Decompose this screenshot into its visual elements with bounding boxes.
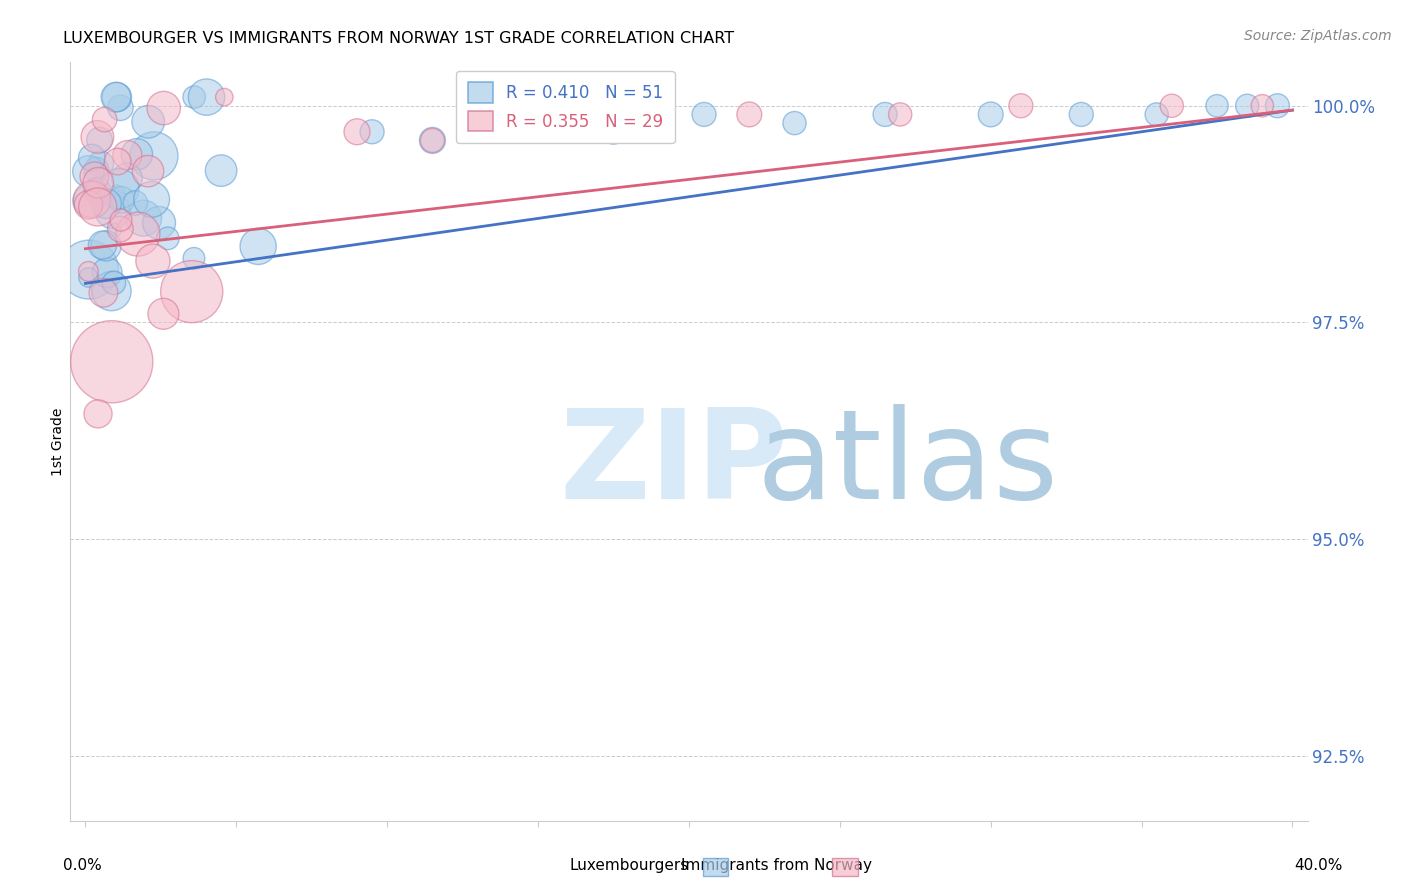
Point [1010, 99, 1032, 113]
Point [1206, 99, 1229, 113]
Text: Source: ZipAtlas.com: Source: ZipAtlas.com [1244, 29, 1392, 43]
Point [180, 285, 202, 299]
Point [142, 149, 165, 163]
Point [77, 194, 100, 208]
Point [247, 239, 270, 253]
Point [80, 193, 103, 207]
Point [1070, 107, 1092, 121]
Point [103, 276, 125, 290]
Point [91, 238, 114, 252]
Point [115, 171, 138, 186]
Point [107, 154, 129, 169]
Point [1251, 99, 1274, 113]
Point [124, 195, 146, 210]
Point [105, 186, 128, 200]
Point [87, 407, 110, 421]
Point [80, 151, 103, 165]
Point [104, 223, 127, 237]
Point [96, 266, 118, 280]
Point [422, 133, 444, 147]
Point [361, 125, 384, 139]
Point [422, 133, 444, 147]
Text: ZIP: ZIP [560, 404, 787, 524]
Point [84, 162, 107, 177]
Point [214, 90, 236, 104]
Point [96, 196, 118, 211]
Point [183, 90, 205, 104]
Point [148, 216, 170, 230]
Point [141, 192, 163, 206]
Point [89, 133, 111, 147]
Point [1267, 99, 1289, 113]
Point [738, 107, 761, 121]
Point [512, 116, 534, 130]
Point [77, 270, 100, 285]
Point [346, 125, 368, 139]
Point [125, 147, 148, 161]
Point [602, 125, 624, 139]
Text: LUXEMBOURGER VS IMMIGRANTS FROM NORWAY 1ST GRADE CORRELATION CHART: LUXEMBOURGER VS IMMIGRANTS FROM NORWAY 1… [63, 31, 734, 46]
Point [93, 285, 115, 300]
Point [142, 254, 165, 268]
Point [105, 90, 128, 104]
Point [86, 200, 108, 214]
Point [136, 114, 159, 128]
Point [86, 184, 108, 198]
Legend: R = 0.410   N = 51, R = 0.355   N = 29: R = 0.410 N = 51, R = 0.355 N = 29 [456, 70, 675, 143]
Point [117, 148, 139, 162]
Point [84, 182, 107, 196]
Point [875, 107, 897, 121]
Point [195, 90, 218, 104]
Point [183, 252, 205, 266]
Text: atlas: atlas [756, 404, 1059, 524]
Point [101, 204, 124, 219]
Point [77, 164, 100, 178]
Point [90, 157, 112, 171]
Point [152, 101, 174, 115]
Point [980, 107, 1002, 121]
Point [108, 182, 131, 196]
Text: Luxembourgers: Luxembourgers [569, 858, 689, 872]
Point [77, 264, 100, 278]
Point [152, 307, 174, 321]
Point [132, 211, 155, 226]
Point [783, 116, 806, 130]
Text: 0.0%: 0.0% [63, 858, 103, 873]
Point [93, 112, 115, 127]
Point [104, 90, 127, 104]
Point [110, 222, 132, 236]
Point [693, 107, 716, 121]
Point [1236, 99, 1258, 113]
Point [127, 227, 149, 242]
Point [889, 107, 911, 121]
Point [209, 163, 232, 178]
Point [136, 164, 159, 178]
Point [1160, 99, 1182, 113]
Point [77, 262, 100, 277]
Point [1146, 107, 1168, 121]
Point [83, 169, 105, 184]
Text: 40.0%: 40.0% [1295, 858, 1343, 873]
Text: Immigrants from Norway: Immigrants from Norway [681, 858, 872, 872]
Point [87, 176, 110, 190]
Point [77, 198, 100, 212]
Point [100, 284, 122, 298]
Y-axis label: 1st Grade: 1st Grade [51, 408, 65, 475]
Point [156, 231, 179, 245]
Point [86, 129, 108, 144]
Point [100, 355, 122, 369]
Point [110, 213, 132, 227]
Point [110, 193, 132, 207]
Point [94, 239, 117, 253]
Point [110, 101, 132, 115]
